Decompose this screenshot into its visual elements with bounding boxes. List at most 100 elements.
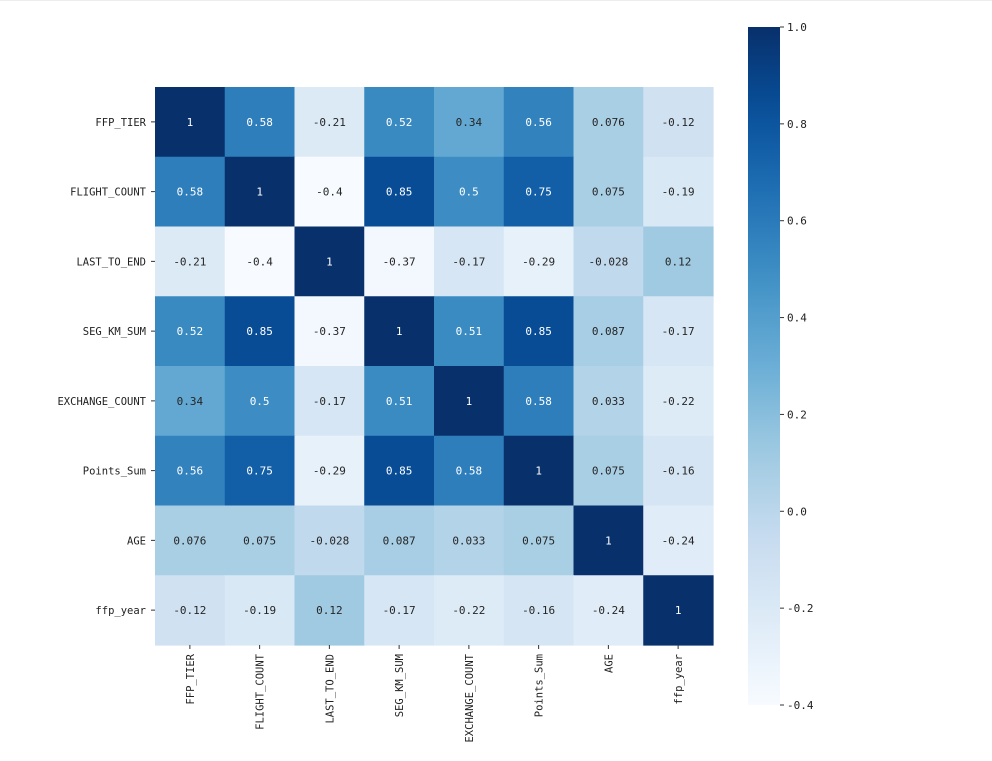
heatmap-cell (294, 226, 365, 297)
cell-value-label: 0.033 (592, 395, 625, 408)
heatmap-cell (155, 575, 226, 646)
cell-value-label: -0.16 (522, 604, 555, 617)
cell-value-label: -0.37 (313, 325, 346, 338)
y-tick-label: FFP_TIER (95, 117, 146, 129)
cell-value-label: 0.51 (456, 325, 483, 338)
heatmap-cell (155, 226, 226, 297)
cell-value-label: 0.52 (386, 116, 413, 129)
cell-value-label: 0.58 (456, 465, 483, 478)
heatmap-cell (573, 156, 644, 228)
y-tick-label: EXCHANGE_COUNT (57, 396, 146, 408)
heatmap-cell (434, 366, 505, 437)
heatmap-cell (364, 87, 435, 158)
cell-value-label: -0.19 (243, 604, 276, 617)
colorbar-tick-label: -0.4 (787, 699, 814, 712)
cell-value-label: 0.34 (177, 395, 204, 408)
heatmap-cell (643, 226, 714, 297)
y-axis-labels: FFP_TIER FLIGHT_COUNT LAST_TO_END SEG_KM_SU… (57, 117, 155, 617)
heatmap-cell (224, 87, 296, 158)
y-tick-label: SEG_KM_SUM (83, 326, 146, 338)
cell-value-label: -0.24 (662, 534, 695, 547)
cell-value-label: 0.85 (525, 325, 552, 338)
cell-value-label: 0.075 (592, 186, 625, 199)
cell-value-label: 1 (396, 325, 403, 338)
colorbar-tick-label: -0.2 (787, 602, 814, 615)
heatmap-cell (434, 505, 505, 576)
cell-value-label: 0.5 (459, 186, 479, 199)
heatmap-cell (573, 435, 644, 507)
cell-value-label: 0.51 (386, 395, 413, 408)
heatmap-cell (503, 505, 575, 576)
heatmap-cell (155, 156, 226, 228)
cell-value-label: 0.85 (386, 465, 413, 478)
cell-value-label: -0.17 (662, 325, 695, 338)
cell-value-label: 0.5 (250, 395, 270, 408)
x-tick-label: SEG_KM_SUM (394, 654, 406, 717)
heatmap-cell (224, 296, 296, 367)
heatmap-cell (503, 296, 575, 367)
heatmap-cell (364, 226, 435, 297)
cell-value-label: 0.75 (525, 186, 552, 199)
x-tick-label: EXCHANGE_COUNT (464, 653, 476, 742)
heatmap-cell (643, 575, 714, 646)
cell-value-label: 0.58 (246, 116, 273, 129)
heatmap-cell (224, 505, 296, 576)
colorbar-tick-label: 1.0 (787, 21, 807, 34)
cell-value-label: -0.17 (383, 604, 416, 617)
heatmap-cell (224, 575, 296, 646)
heatmap-cell (364, 156, 435, 228)
cell-value-label: -0.4 (316, 186, 343, 199)
heatmap-cell (224, 435, 296, 507)
heatmap-cell (224, 156, 296, 228)
colorbar-tick-label: 0.8 (787, 118, 807, 131)
cell-value-label: 1 (326, 255, 333, 268)
colorbar-gradient (748, 27, 780, 705)
heatmap-cell (573, 366, 644, 437)
cell-value-label: -0.16 (662, 465, 695, 478)
cell-value-label: 1 (605, 534, 612, 547)
cell-value-label: 1 (256, 186, 263, 199)
cell-value-label: -0.028 (589, 255, 629, 268)
heatmap-cell (294, 156, 365, 228)
heatmap-cell (573, 296, 644, 367)
colorbar-tick-label: 0.4 (787, 312, 807, 325)
x-tick-label: FLIGHT_COUNT (255, 653, 267, 730)
cell-value-label: -0.22 (452, 604, 485, 617)
y-tick-label: AGE (127, 535, 146, 547)
y-tick-label: Points_Sum (83, 466, 146, 478)
cell-value-label: -0.21 (173, 255, 206, 268)
heatmap-cell (155, 505, 226, 576)
heatmap-cell (294, 505, 365, 576)
heatmap-cell (434, 156, 505, 228)
heatmap-cell (503, 226, 575, 297)
heatmap-cell (434, 226, 505, 297)
heatmap-cell (434, 296, 505, 367)
heatmap-cell (643, 505, 714, 576)
heatmap-cell (503, 575, 575, 646)
colorbar: 1.0 0.8 0.6 0.4 0.2 0.0 -0.2 -0.4 (748, 21, 814, 712)
heatmap-cell (224, 226, 296, 297)
cell-value-label: 0.033 (452, 534, 485, 547)
x-tick-label: ffp_year (673, 654, 685, 705)
cell-value-label: 0.85 (246, 325, 273, 338)
heatmap-cell (155, 87, 226, 158)
cell-value-label: 0.56 (525, 116, 552, 129)
cell-value-label: 0.58 (525, 395, 552, 408)
cell-value-label: 0.075 (243, 534, 276, 547)
heatmap-cell (573, 87, 644, 158)
heatmap-cell (434, 575, 505, 646)
cell-value-label: 0.075 (522, 534, 555, 547)
cell-value-label: -0.22 (662, 395, 695, 408)
colorbar-tick-label: 0.0 (787, 505, 807, 518)
cell-value-label: 0.58 (177, 186, 204, 199)
heatmap-cell (364, 435, 435, 507)
cell-value-label: 0.075 (592, 465, 625, 478)
heatmap-cell (434, 87, 505, 158)
heatmap-cells: 1 0.58 -0.21 0.52 0.34 0.56 0.076 -0.12 0.58 1 -0.… (155, 87, 714, 646)
heatmap-cell (503, 156, 575, 228)
cell-value-label: -0.028 (310, 534, 350, 547)
cell-value-label: -0.21 (313, 116, 346, 129)
heatmap-cell (364, 366, 435, 437)
cell-value-label: -0.24 (592, 604, 625, 617)
